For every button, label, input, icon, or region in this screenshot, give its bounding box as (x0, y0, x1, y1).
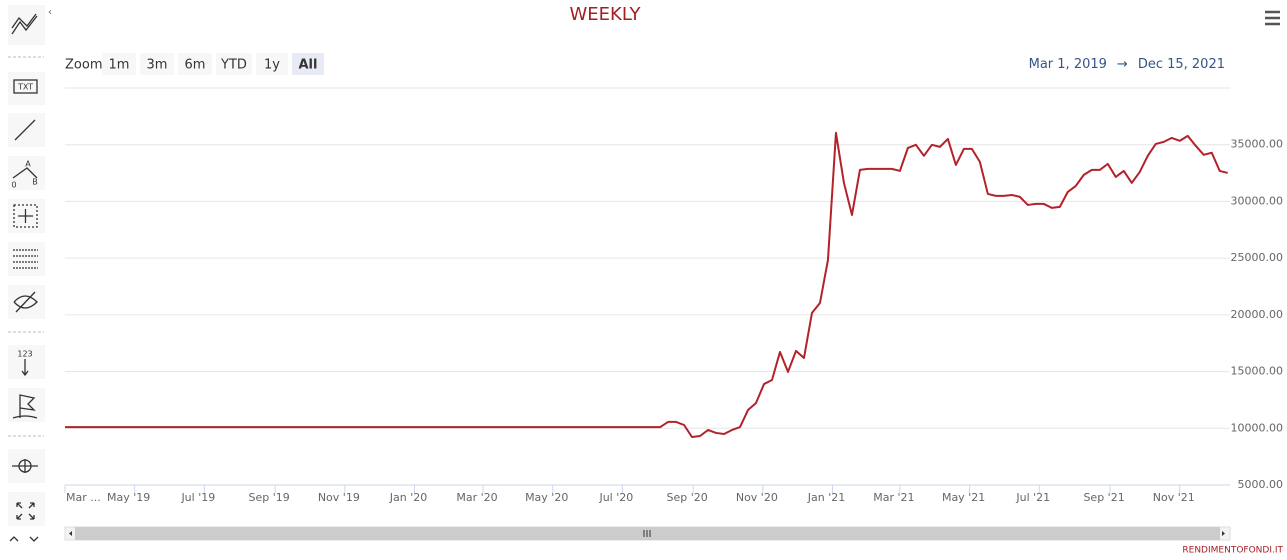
x-tick-label: Jul '20 (598, 491, 633, 504)
zoom-button-label[interactable]: 3m (147, 58, 168, 73)
range-to: Dec 15, 2021 (1138, 57, 1225, 72)
x-tick-label: May '19 (107, 491, 150, 504)
icon (13, 291, 38, 313)
y-tick-label: 10000.00 (1231, 421, 1284, 434)
x-tick-label: Jul '21 (1015, 491, 1050, 504)
x-tick-label: Sep '19 (249, 491, 290, 504)
zoom-label: Zoom (65, 58, 102, 73)
icon (12, 394, 38, 419)
zoom-buttons: 1m 3m 6m YTD 1y All (102, 53, 324, 75)
y-tick-label: 5000.00 (1238, 478, 1284, 491)
tool-button[interactable] (8, 285, 45, 319)
zoom-button[interactable] (102, 53, 136, 75)
x-tick-label: Mar '21 (873, 491, 914, 504)
range-from: Mar 1, 2019 (1029, 57, 1107, 72)
tool-button[interactable] (8, 242, 45, 276)
icon (12, 459, 38, 473)
scroll-arrows[interactable] (9, 536, 39, 542)
icon (13, 79, 38, 94)
zoom-button[interactable] (292, 53, 324, 75)
y-tick-label: 15000.00 (1231, 365, 1284, 378)
x-tick-label: Sep '20 (667, 491, 708, 504)
x-tick-label: Sep '21 (1083, 491, 1124, 504)
zoom-button-label[interactable]: 6m (185, 58, 206, 73)
date-range: Mar 1, 2019 → Dec 15, 2021 (1029, 57, 1225, 72)
icon-label: A (25, 160, 31, 169)
plot: 5000.00 10000.00 15000.00 20000.00 25000.00 3… (64, 131, 1284, 504)
x-tick-label: Jan '21 (807, 491, 845, 504)
x-tick-label: May '20 (525, 491, 568, 504)
range-separator: → (1117, 57, 1128, 72)
zoom-button-label[interactable]: All (299, 58, 318, 73)
icon (13, 249, 38, 269)
toolbar: ‹ TXT A 0 B 123 (8, 5, 52, 542)
icon (18, 459, 32, 473)
tool-button[interactable] (8, 492, 45, 526)
y-tick-label: 20000.00 (1231, 308, 1284, 321)
tool-button[interactable] (8, 113, 45, 147)
collapse[interactable]: ‹ (48, 7, 52, 18)
zoom-button[interactable] (140, 53, 174, 75)
y-tick-label: 25000.00 (1231, 251, 1284, 264)
x-tick-label: Nov '19 (318, 491, 360, 504)
chart-title: WEEKLY (570, 4, 642, 25)
x-tick-label: Jul '19 (180, 491, 215, 504)
scrollbar-grip (643, 530, 651, 537)
credit[interactable]: RENDIMENTOFONDI.IT (1182, 546, 1283, 556)
zoom-button[interactable] (256, 53, 288, 75)
icon-label: TXT (17, 83, 33, 92)
y-tick-label: 35000.00 (1231, 138, 1284, 151)
x-tick-label: Nov '20 (736, 491, 778, 504)
x-tick-label: Nov '21 (1153, 491, 1195, 504)
zoom-button-label[interactable]: YTD (220, 58, 247, 73)
icon (13, 204, 38, 228)
tool-button[interactable] (8, 156, 45, 190)
tool-button[interactable] (8, 388, 45, 422)
x-tick-label: Mar ... (66, 491, 101, 504)
icon (14, 119, 36, 141)
y-tick-label: 30000.00 (1231, 194, 1284, 207)
zoom-button[interactable] (216, 53, 252, 75)
icon (21, 359, 29, 377)
menu-button[interactable] (1265, 10, 1280, 26)
zoom-button-label[interactable]: 1y (264, 58, 280, 73)
zoom-button[interactable] (178, 53, 212, 75)
icon-label: 0 (11, 181, 16, 190)
x-tick-label: Mar '20 (456, 491, 497, 504)
series-line (65, 131, 1228, 439)
icon-label: 123 (17, 350, 32, 359)
x-tick-label: Jan '20 (389, 491, 427, 504)
x-tick-label: May '21 (942, 491, 985, 504)
zoom-button-label[interactable]: 1m (109, 58, 130, 73)
icon (18, 209, 33, 223)
icon (12, 167, 38, 179)
icon (16, 502, 35, 520)
icon-label: B (32, 178, 38, 187)
icon (11, 13, 38, 35)
